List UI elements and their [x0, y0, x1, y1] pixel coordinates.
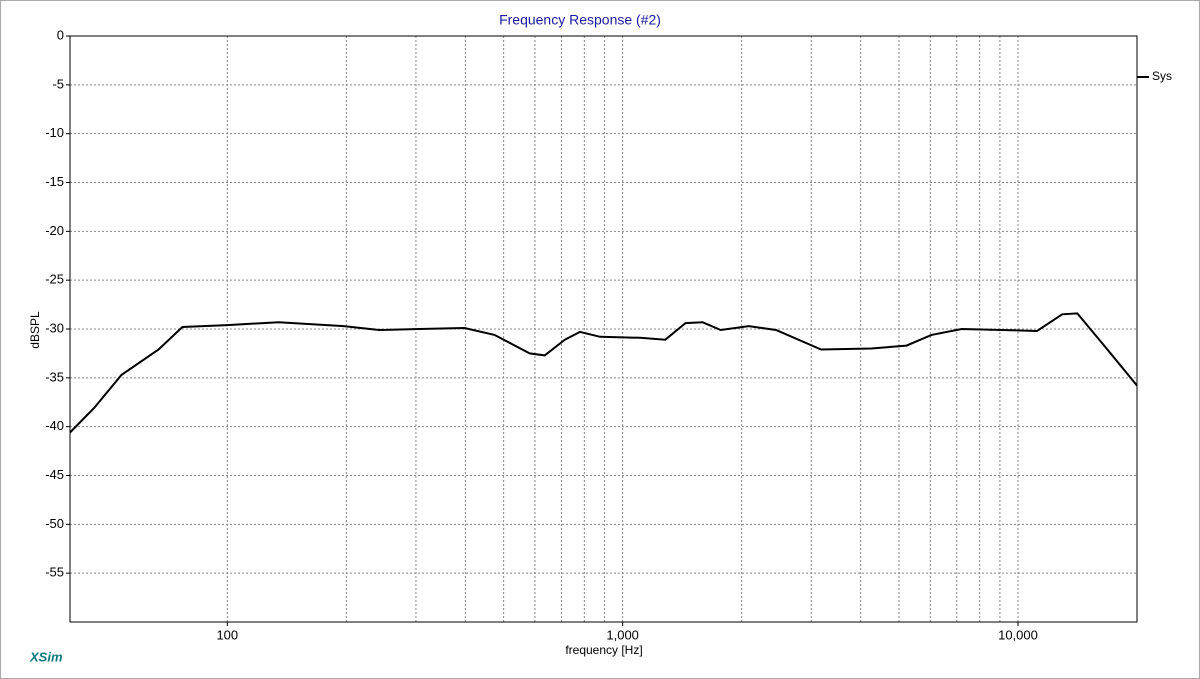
y-tick-label: -30 — [45, 320, 64, 335]
chart-title: Frequency Response (#2) — [499, 12, 661, 28]
plot-area — [69, 35, 1138, 623]
y-tick-label: -25 — [45, 272, 64, 287]
y-tick-label: -55 — [45, 565, 64, 580]
y-tick-label: -40 — [45, 418, 64, 433]
x-axis-label: frequency [Hz] — [565, 643, 642, 657]
y-tick-label: -20 — [45, 223, 64, 238]
y-tick-label: -5 — [52, 76, 64, 91]
y-tick-label: -45 — [45, 467, 64, 482]
y-axis-label: dBSPL — [28, 311, 42, 349]
x-tick-label: 100 — [216, 627, 238, 642]
y-tick-label: -15 — [45, 174, 64, 189]
data-line — [69, 312, 1138, 434]
x-tick-label: 1,000 — [606, 627, 639, 642]
footer-logo: XSim — [29, 649, 63, 664]
y-tick-label: -35 — [45, 369, 64, 384]
x-tick-label: 10,000 — [998, 627, 1038, 642]
y-tick-label: -50 — [45, 516, 64, 531]
y-tick-label: -10 — [45, 125, 64, 140]
y-tick-label: 0 — [57, 27, 64, 42]
legend-label: Sys — [1152, 69, 1172, 83]
